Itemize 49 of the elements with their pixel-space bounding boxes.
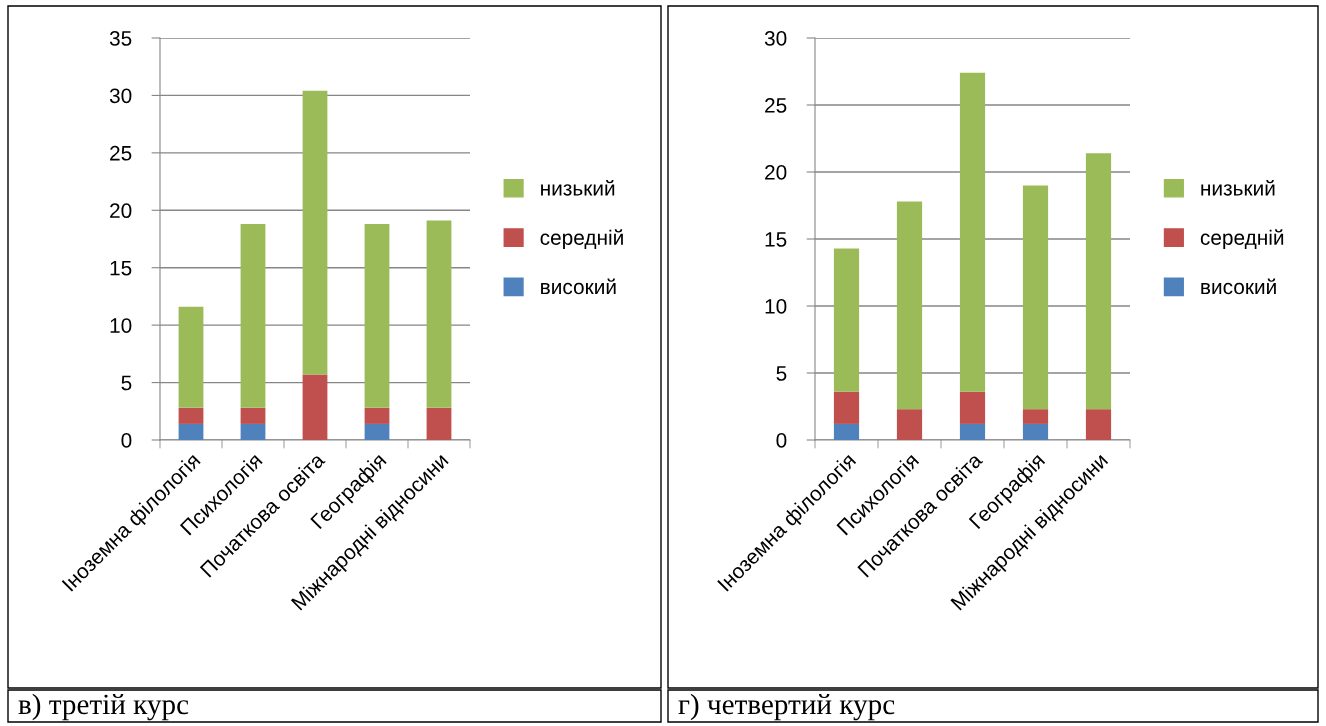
bar xyxy=(302,374,328,440)
y-tick-label: 5 xyxy=(121,375,132,391)
y-tick-label: 10 xyxy=(110,318,132,333)
legend-label: низький xyxy=(541,179,615,196)
bar xyxy=(896,409,923,440)
y-tick-label: 30 xyxy=(109,88,132,104)
bar xyxy=(1022,423,1049,440)
legend-label: низький xyxy=(1201,179,1275,196)
bar xyxy=(178,423,204,440)
y-tick-label: 20 xyxy=(765,165,787,180)
bar xyxy=(833,248,860,392)
bar xyxy=(364,423,390,440)
bar xyxy=(959,423,986,440)
bar xyxy=(959,391,986,424)
legend-label: високий xyxy=(541,278,616,295)
bar xyxy=(896,201,923,410)
y-tick-label: 0 xyxy=(776,433,787,448)
bar xyxy=(1085,409,1112,440)
bar xyxy=(178,407,204,424)
y-tick-label: 5 xyxy=(776,366,787,381)
bar xyxy=(240,407,266,424)
bar xyxy=(178,306,204,408)
bar xyxy=(959,72,986,392)
y-tick-label: 15 xyxy=(765,232,787,247)
bar xyxy=(364,224,390,408)
y-tick-label: 25 xyxy=(110,145,132,161)
bar xyxy=(426,220,452,408)
bar xyxy=(240,423,266,440)
bar xyxy=(426,407,452,440)
y-tick-label: 30 xyxy=(764,31,787,46)
text: г) четвертий курс xyxy=(678,693,895,721)
legend-label: середній xyxy=(540,229,623,250)
y-tick-label: 25 xyxy=(765,98,787,113)
y-tick-label: 35 xyxy=(109,31,132,46)
bar xyxy=(1085,153,1112,410)
y-tick-label: 20 xyxy=(110,203,132,219)
bar xyxy=(302,90,328,375)
bar xyxy=(833,391,860,424)
bar xyxy=(1022,409,1049,424)
text: в) третій курс xyxy=(18,693,189,721)
y-tick-label: 15 xyxy=(110,260,132,276)
bar xyxy=(240,224,266,408)
bar xyxy=(1022,185,1049,410)
bar xyxy=(364,407,390,424)
legend-label: середній xyxy=(1200,229,1284,250)
legend-label: високий xyxy=(1201,278,1276,295)
y-tick-label: 0 xyxy=(121,433,132,448)
bar xyxy=(833,423,860,440)
y-tick-label: 10 xyxy=(765,299,787,314)
